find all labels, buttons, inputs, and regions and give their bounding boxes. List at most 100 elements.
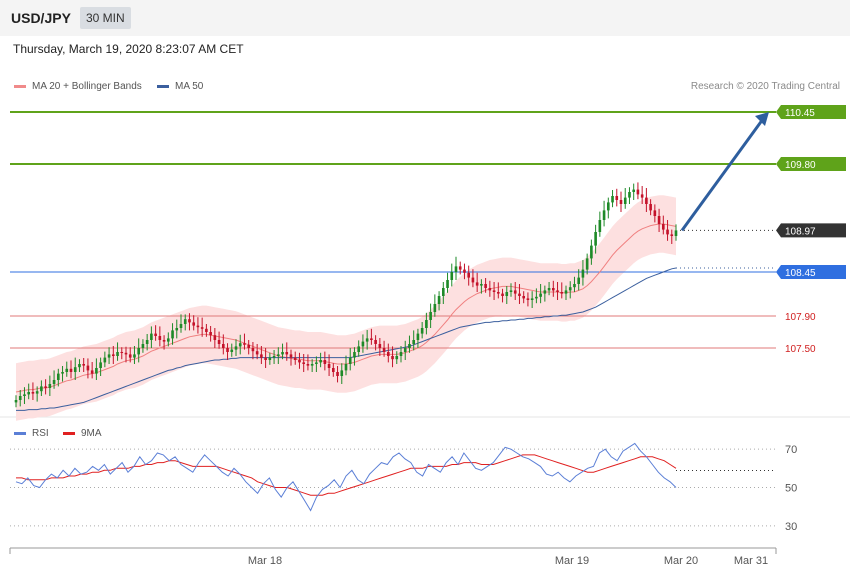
candle-body [179,324,183,328]
candle-body [150,333,153,340]
candles-group [14,182,678,408]
level-label: 108.45 [785,268,816,279]
copyright-note: Research © 2020 Trading Central [690,81,840,92]
candle-body [628,192,631,198]
candle-body [416,333,420,340]
candle-body [670,234,674,236]
candle-body [403,348,407,352]
candle-body [408,344,411,348]
candle-body [260,354,263,358]
timestamp: Thursday, March 19, 2020 8:23:07 AM CET [13,42,244,56]
candle-body [661,224,665,230]
candle-body [657,216,661,224]
candle-body [463,269,466,273]
candle-body [336,372,339,376]
candle-body [23,394,26,396]
candle-body [331,368,335,372]
candle-body [276,354,280,356]
candle-body [509,290,513,292]
candle-body [145,340,149,344]
candle-body [251,348,255,352]
ma50-swatch [157,84,169,88]
candle-body [48,384,52,388]
rsi-tick-label: 70 [785,444,797,456]
legend-ma50: MA 50 [157,81,203,92]
candle-body [374,340,377,344]
x-tick-label: Mar 20 [664,555,698,567]
candle-body [420,328,424,334]
candle-body [518,293,521,296]
candle-body [158,336,162,340]
candle-body [61,372,64,374]
candle-body [154,333,157,336]
candle-body [361,341,365,347]
candle-body [640,194,644,198]
candle-body [649,204,652,211]
candle-body [226,348,229,352]
timeframe-badge[interactable]: 30 MIN [80,7,131,29]
candle-body [526,298,530,300]
candle-body [128,354,132,358]
candle-body [272,356,276,358]
candle-body [454,266,458,272]
candle-body [69,368,73,372]
candle-body [52,380,56,384]
candle-body [480,284,483,286]
level-label: 107.90 [785,312,816,323]
candle-body [213,335,217,340]
candle-body [505,292,509,296]
candle-body [551,288,555,291]
candle-body [243,343,246,345]
legend-9ma: 9MA [63,428,102,439]
candle-body [327,364,331,368]
candle-body [556,290,559,292]
candle-body [513,290,517,294]
x-tick-label: Mar 31 [734,555,768,567]
legend-ma20-label: MA 20 + Bollinger Bands [32,81,142,92]
candle-body [530,298,534,300]
candle-body [615,196,619,200]
candle-body [492,290,496,292]
candle-body [221,344,225,348]
candle-body [602,210,606,220]
candle-body [344,364,348,371]
level-label: 108.97 [785,226,816,237]
candle-body [298,360,301,363]
candle-body [217,340,221,344]
legend-9ma-label: 9MA [81,428,102,439]
currency-pair-title: USD/JPY [11,10,71,26]
forecast-arrow-shaft [680,118,765,232]
candle-body [162,340,166,342]
candle-body [391,356,394,360]
candle-body [433,304,437,312]
candle-body [116,352,119,356]
candle-body [27,392,31,395]
candle-body [666,229,669,235]
candle-body [429,312,432,320]
candle-body [560,292,564,294]
candle-body [234,346,238,350]
candle-body [103,357,107,363]
candle-body [188,319,191,323]
candle-body [200,327,204,329]
candle-body [547,288,551,291]
candle-body [107,354,111,358]
candle-body [399,352,403,356]
candle-body [171,330,174,339]
candle-body [120,352,124,353]
candle-body [496,292,500,294]
candle-body [31,392,35,394]
candle-body [293,357,297,360]
candle-body [645,197,648,204]
candle-body [632,189,636,192]
candle-body [133,354,136,358]
candle-body [196,325,200,328]
candle-body [365,338,369,342]
candle-body [488,288,492,291]
legend-rsi: RSI [14,428,49,439]
candle-body [564,290,568,294]
candle-body [247,344,251,348]
legend-ma50-label: MA 50 [175,81,204,92]
